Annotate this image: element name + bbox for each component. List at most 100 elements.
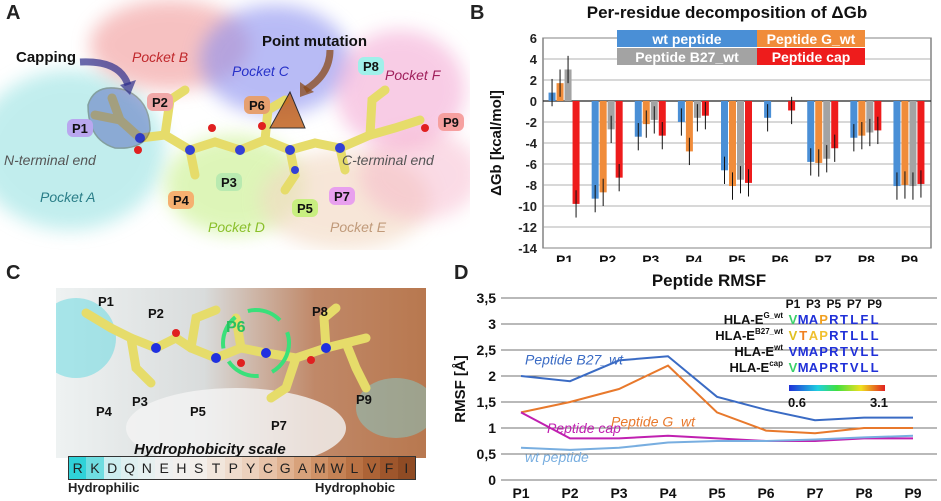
chart-d-ylabel: RMSF [Å] bbox=[452, 355, 469, 423]
series-line bbox=[520, 411, 913, 442]
inset-residue: L bbox=[871, 344, 879, 359]
pocket-f-label: Pocket F bbox=[385, 67, 442, 83]
bar bbox=[850, 101, 858, 138]
legend-label: Peptide cap bbox=[772, 49, 851, 65]
x-tick-label: P4 bbox=[659, 485, 676, 501]
bar bbox=[615, 101, 623, 178]
bar bbox=[807, 101, 815, 162]
c-p1-label: P1 bbox=[98, 294, 114, 309]
c-terminal-label: C-terminal end bbox=[342, 152, 435, 168]
x-tick-label: P7 bbox=[815, 252, 832, 262]
inset-residue: P bbox=[819, 312, 828, 327]
bar bbox=[858, 101, 866, 136]
p2-label: P2 bbox=[152, 95, 168, 110]
scale-cell-r: R bbox=[69, 457, 87, 479]
bar bbox=[909, 101, 917, 187]
inset-residue: R bbox=[829, 312, 839, 327]
chart-b-title: Per-residue decomposition of ΔGb bbox=[587, 3, 867, 22]
series-label: Peptide cap bbox=[547, 420, 621, 436]
p1-label: P1 bbox=[72, 121, 88, 136]
inset-residue: V bbox=[789, 360, 798, 375]
p9-label: P9 bbox=[443, 115, 459, 130]
inset-residue: L bbox=[850, 312, 858, 327]
y-tick-label: 2,5 bbox=[477, 342, 497, 358]
panel-a-letter: A bbox=[6, 2, 21, 24]
pocket-e-label: Pocket E bbox=[330, 219, 387, 235]
y-tick-label: -12 bbox=[518, 220, 537, 235]
c-p9-label: P9 bbox=[356, 392, 372, 407]
inset-residue: R bbox=[829, 360, 839, 375]
panel-c-structure: P1 P2 P3 P4 P5 P6 P7 P8 P9 Hydrophobicit… bbox=[56, 288, 426, 458]
inset-residue: F bbox=[860, 312, 868, 327]
bar bbox=[866, 101, 874, 133]
c-p4-label: P4 bbox=[96, 404, 113, 419]
pocket-d-label: Pocket D bbox=[208, 219, 265, 235]
y-tick-label: -8 bbox=[525, 178, 537, 193]
inset-residue: P bbox=[819, 360, 828, 375]
inset-residue: A bbox=[809, 312, 819, 327]
p4-label: P4 bbox=[173, 193, 190, 208]
inset-residue: L bbox=[871, 312, 879, 327]
scale-cell-d: D bbox=[103, 457, 121, 479]
hydrophilic-label: Hydrophilic bbox=[68, 480, 140, 495]
bar bbox=[823, 101, 831, 159]
bar bbox=[815, 101, 823, 163]
bar bbox=[658, 101, 666, 136]
y-tick-label: -6 bbox=[525, 157, 537, 172]
y-tick-label: 3,5 bbox=[477, 290, 497, 306]
p6-label: P6 bbox=[249, 98, 265, 113]
inset-residue: R bbox=[829, 328, 839, 343]
legend-label: Peptide B27_wt bbox=[635, 49, 739, 65]
scale-cell-t: T bbox=[207, 457, 225, 479]
p3-label: P3 bbox=[221, 175, 237, 190]
pocket-a-label: Pocket A bbox=[40, 189, 96, 205]
x-tick-label: P4 bbox=[685, 252, 702, 262]
y-tick-label: 3 bbox=[488, 316, 496, 332]
x-tick-label: P9 bbox=[901, 252, 918, 262]
panel-c-letter: C bbox=[6, 262, 21, 284]
colorbar-min: 0.6 bbox=[788, 395, 806, 410]
point-mutation-label: Point mutation bbox=[262, 33, 367, 50]
bar bbox=[831, 101, 839, 149]
n-terminal-label: N-terminal end bbox=[4, 152, 97, 168]
x-tick-label: P6 bbox=[757, 485, 774, 501]
series-label: Peptide B27_wt bbox=[525, 352, 624, 368]
inset-residue: M bbox=[798, 360, 809, 375]
scale-cell-q: Q bbox=[120, 457, 139, 479]
scale-cell-h: H bbox=[172, 457, 191, 479]
legend-swatch bbox=[757, 30, 865, 47]
y-tick-label: -2 bbox=[525, 115, 537, 130]
c-p8-label: P8 bbox=[312, 304, 328, 319]
chart-d-title: Peptide RMSF bbox=[652, 271, 766, 290]
y-tick-label: 1,5 bbox=[477, 394, 497, 410]
x-tick-label: P5 bbox=[728, 252, 745, 262]
inset-residue: V bbox=[850, 344, 859, 359]
panel-d-letter: D bbox=[454, 262, 469, 284]
bar bbox=[607, 101, 615, 130]
x-tick-label: P3 bbox=[642, 252, 659, 262]
bar bbox=[634, 101, 642, 137]
scale-cell-e: E bbox=[155, 457, 173, 479]
scale-cell-l: L bbox=[345, 457, 364, 479]
p7-label: P7 bbox=[334, 189, 350, 204]
inset-residue: P bbox=[819, 344, 828, 359]
hydrophobicity-title: Hydrophobicity scale bbox=[134, 441, 286, 458]
scale-cell-m: M bbox=[311, 457, 329, 479]
scale-cell-f: F bbox=[380, 457, 398, 479]
y-tick-label: 1 bbox=[488, 420, 496, 436]
inset-residue: V bbox=[850, 360, 859, 375]
inset-residue: L bbox=[860, 360, 868, 375]
scale-cell-g: G bbox=[276, 457, 294, 479]
legend-label: Peptide G_wt bbox=[767, 31, 856, 47]
inset-residue: T bbox=[840, 344, 848, 359]
inset-residue: L bbox=[860, 328, 868, 343]
inset-residue: A bbox=[809, 344, 819, 359]
colorbar bbox=[789, 385, 885, 391]
x-tick-label: P8 bbox=[855, 485, 872, 501]
panel-a-structure: Capping Point mutation N-terminal end C-… bbox=[0, 0, 470, 250]
inset-residue: T bbox=[840, 360, 848, 375]
inset-row-sup: wt bbox=[773, 343, 783, 352]
colorbar-max: 3.1 bbox=[870, 395, 888, 410]
inset-residue: A bbox=[809, 328, 819, 343]
p8-label: P8 bbox=[363, 59, 379, 74]
